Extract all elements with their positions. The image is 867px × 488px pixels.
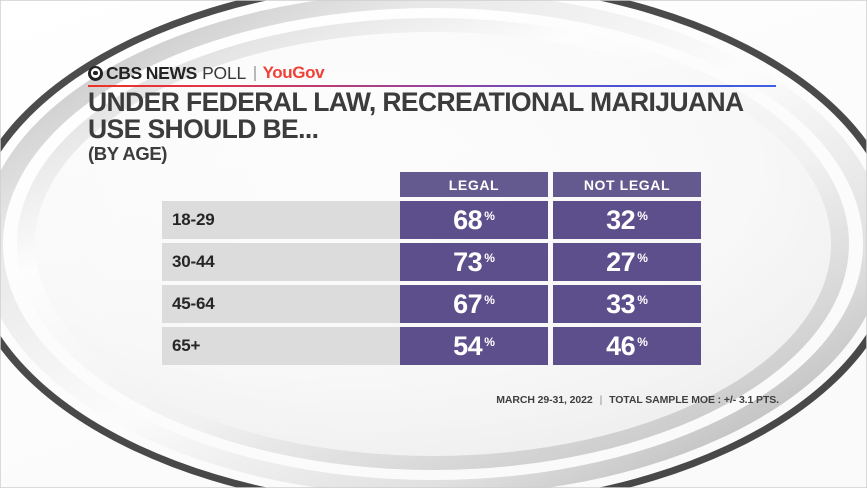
cbs-eye-icon (88, 65, 103, 81)
percent-sign: % (484, 293, 495, 307)
percent-sign: % (484, 209, 495, 223)
cell-not-legal: 33 % (553, 285, 701, 323)
row-label: 18-29 (162, 201, 400, 239)
footer-note: MARCH 29-31, 2022 | TOTAL SAMPLE MOE : +… (0, 394, 779, 406)
percent-sign: % (637, 335, 648, 349)
page-title: UNDER FEDERAL LAW, RECREATIONAL MARIJUAN… (88, 87, 743, 144)
footer-moe: TOTAL SAMPLE MOE : +/- 3.1 PTS. (609, 394, 779, 406)
header-spacer (162, 172, 400, 197)
page-subtitle: (BY AGE) (88, 143, 168, 164)
table-row: 30-44 73 % 27 % (162, 243, 705, 281)
cell-not-legal: 46 % (553, 327, 701, 365)
cell-value: 27 (606, 247, 636, 277)
brand-news: NEWS (145, 62, 198, 83)
cell-legal: 67 % (400, 285, 548, 323)
cell-value: 54 (453, 331, 483, 361)
cell-value: 46 (606, 331, 636, 361)
gradient-rule (88, 85, 776, 88)
cell-legal: 73 % (400, 243, 548, 281)
cell-value: 67 (453, 289, 483, 319)
cell-not-legal: 32 % (553, 201, 701, 239)
percent-sign: % (484, 251, 495, 265)
cell-legal: 68 % (400, 201, 548, 239)
cell-value: 33 (606, 289, 636, 319)
percent-sign: % (637, 293, 648, 307)
table-row: 18-29 68 % 32 % (162, 201, 705, 239)
column-header-legal: LEGAL (400, 172, 548, 197)
brand-divider (254, 65, 256, 81)
brand-poll: POLL (202, 62, 247, 83)
cell-not-legal: 27 % (553, 243, 701, 281)
poll-table: LEGAL NOT LEGAL 18-29 68 % 32 % 30-44 73 (162, 172, 705, 369)
cell-legal: 54 % (400, 327, 548, 365)
cell-value: 32 (606, 205, 636, 235)
percent-sign: % (637, 251, 648, 265)
percent-sign: % (637, 209, 648, 223)
footer-dates: MARCH 29-31, 2022 (496, 394, 593, 406)
cell-value: 68 (453, 205, 483, 235)
row-label: 45-64 (162, 285, 400, 323)
table-row: 45-64 67 % 33 % (162, 285, 705, 323)
table-row: 65+ 54 % 46 % (162, 327, 705, 365)
brand-lockup: CBS NEWS POLL YouGov (88, 62, 325, 83)
percent-sign: % (484, 335, 495, 349)
table-header-row: LEGAL NOT LEGAL (162, 172, 705, 197)
row-label: 65+ (162, 327, 400, 365)
row-label: 30-44 (162, 243, 400, 281)
cell-value: 73 (453, 247, 483, 277)
footer-separator: | (599, 394, 603, 406)
brand-cbs: CBS (106, 62, 142, 83)
brand-yougov: YouGov (262, 63, 325, 82)
column-header-not-legal: NOT LEGAL (553, 172, 701, 197)
